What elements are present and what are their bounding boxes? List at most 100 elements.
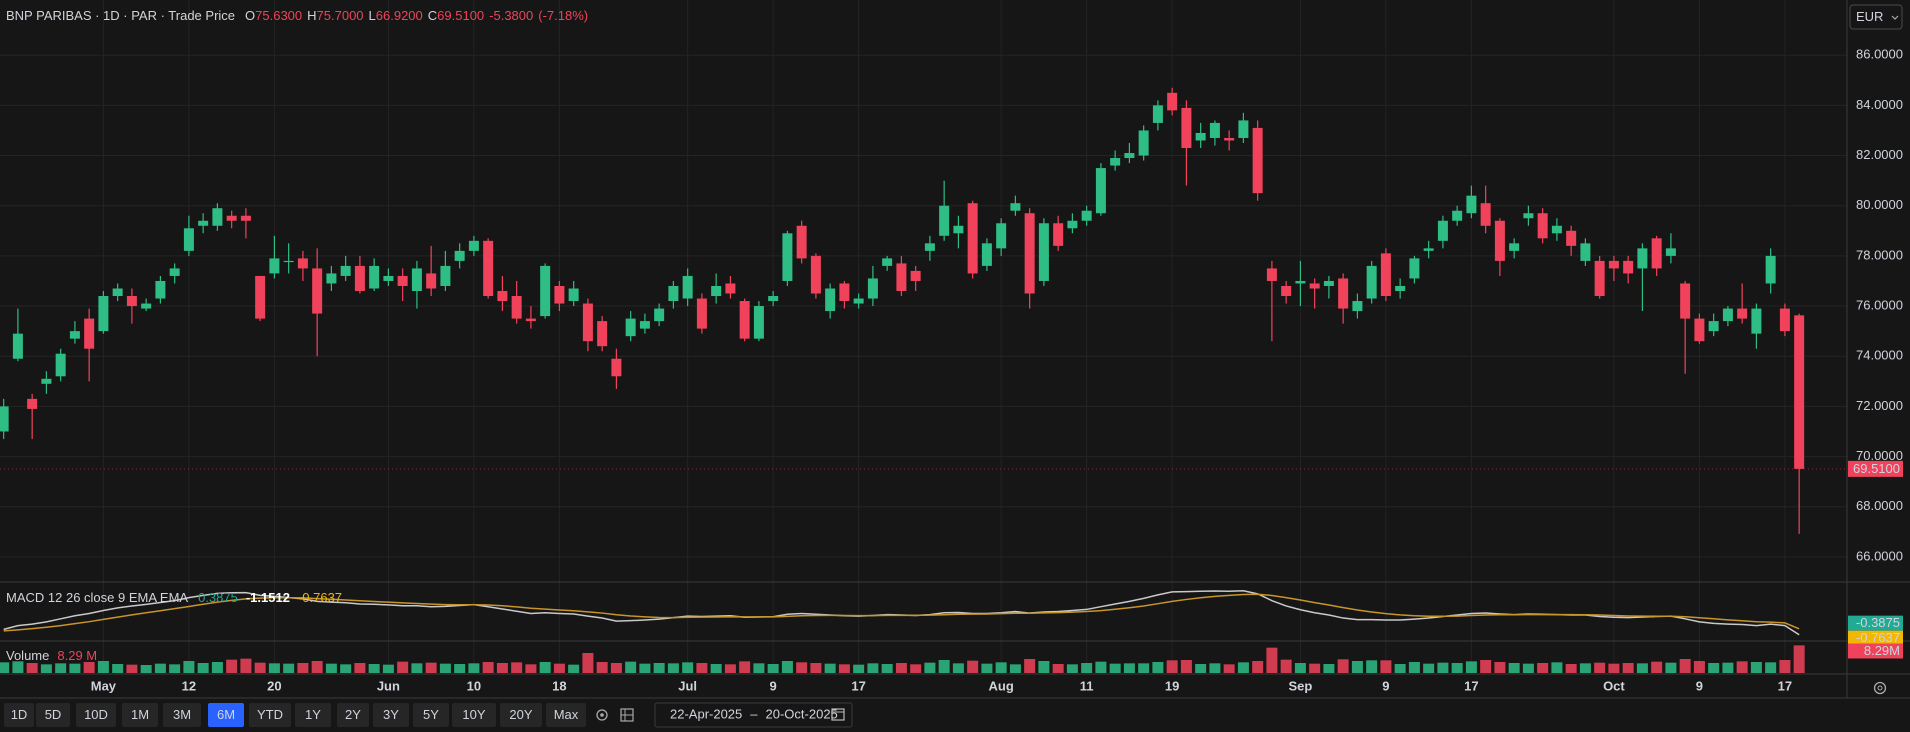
- range-button[interactable]: [413, 703, 449, 727]
- candle-body: [1338, 278, 1349, 309]
- candle-body: [326, 273, 337, 284]
- candle-body: [540, 265, 551, 317]
- volume-bar: [97, 661, 109, 673]
- currency-button[interactable]: [1849, 4, 1903, 30]
- volume-bar: [710, 664, 722, 673]
- candle-body: [1480, 203, 1491, 226]
- candle-body: [924, 243, 935, 251]
- settings-icon[interactable]: [596, 709, 608, 721]
- candle-body: [1209, 122, 1220, 138]
- candle-body: [1623, 260, 1634, 274]
- y-tick-label: 78.0000: [1856, 247, 1903, 262]
- candle-body: [696, 298, 707, 329]
- candle-body: [1152, 105, 1163, 123]
- range-button[interactable]: [163, 703, 201, 727]
- volume-bar: [226, 659, 238, 673]
- volume-bar: [610, 663, 622, 673]
- candle-body: [1580, 243, 1591, 261]
- candle-body: [910, 270, 921, 281]
- candle-body: [554, 285, 565, 304]
- candle-body: [312, 268, 323, 314]
- candle-body: [839, 283, 850, 302]
- icon-gear[interactable]: [596, 709, 608, 721]
- volume-bar: [411, 663, 423, 673]
- range-button[interactable]: [122, 703, 158, 727]
- candle-body: [654, 308, 665, 322]
- volume-bar: [1480, 660, 1492, 673]
- candle-body: [0, 406, 9, 432]
- volume-bar: [1138, 663, 1150, 673]
- calendar-icon[interactable]: [831, 708, 845, 721]
- range-label: 1M: [131, 707, 149, 722]
- x-tick-label: 18: [552, 678, 566, 693]
- volume-bar: [1636, 663, 1648, 673]
- range-button[interactable]: [295, 703, 331, 727]
- volume-bar: [439, 663, 451, 673]
- range-button[interactable]: [4, 703, 34, 727]
- ohlc-value: -5.3800: [489, 8, 533, 23]
- volume-bar: [895, 663, 907, 673]
- icon-calendar[interactable]: [831, 708, 845, 721]
- range-button[interactable]: [546, 703, 586, 727]
- volume-bar: [297, 663, 309, 673]
- candle-body: [1252, 127, 1263, 194]
- range-label: 10D: [84, 707, 108, 722]
- candle-body: [525, 318, 536, 322]
- range-button[interactable]: [452, 703, 496, 727]
- candle-body: [1423, 248, 1434, 251]
- range-button[interactable]: [76, 703, 116, 727]
- candle-body: [397, 275, 408, 286]
- date-from: 22-Apr-2025: [670, 707, 742, 722]
- range-label: 5Y: [423, 707, 439, 722]
- candle-body: [939, 205, 950, 236]
- volume-bar: [824, 663, 836, 673]
- candle-body: [682, 275, 693, 299]
- volume-readout: 8.29 M: [57, 648, 97, 663]
- volume-bar: [1237, 662, 1249, 673]
- range-button[interactable]: [36, 703, 70, 727]
- range-label: 3M: [173, 707, 191, 722]
- range-button[interactable]: [208, 703, 244, 727]
- candle-body: [1038, 223, 1049, 281]
- volume-bar: [995, 662, 1007, 673]
- volume-bar: [482, 662, 494, 673]
- volume-bar: [867, 663, 879, 673]
- volume-bar: [1095, 661, 1107, 673]
- volume-bar: [525, 664, 537, 673]
- volume-bar: [1152, 662, 1164, 673]
- range-button[interactable]: [373, 703, 409, 727]
- range-label: 6M: [217, 707, 235, 722]
- candle-body: [411, 268, 422, 291]
- candle-body: [568, 288, 579, 302]
- icon-settings-center: [1877, 685, 1883, 691]
- macd-axis-box: [1848, 630, 1903, 646]
- date-range-box[interactable]: [654, 702, 853, 728]
- candle-body: [1380, 253, 1391, 297]
- candle-body: [1010, 203, 1021, 211]
- volume-bar: [1551, 662, 1563, 673]
- volume-bar: [1693, 661, 1705, 673]
- range-button[interactable]: [249, 703, 291, 727]
- y-tick-label: 66.0000: [1856, 548, 1903, 563]
- range-button[interactable]: [337, 703, 369, 727]
- volume-bar: [1209, 663, 1221, 673]
- candle-body: [1095, 168, 1106, 214]
- table-icon[interactable]: [620, 708, 634, 722]
- volume-bar: [169, 664, 181, 673]
- volume-bar: [1765, 662, 1777, 673]
- volume-bar: [1109, 663, 1121, 673]
- x-tick-label: 9: [770, 678, 777, 693]
- range-button[interactable]: [500, 703, 542, 727]
- candle-body: [1138, 130, 1149, 156]
- volume-bar: [1522, 663, 1534, 673]
- candle-body: [41, 378, 52, 384]
- chart-settings[interactable]: [1873, 681, 1887, 695]
- volume-bar: [568, 664, 580, 673]
- icon-settings[interactable]: [1873, 681, 1887, 695]
- candle-body: [141, 303, 152, 309]
- ohlc-label: L: [369, 8, 376, 23]
- volume-bar: [1437, 662, 1449, 673]
- candle-body: [810, 255, 821, 294]
- candle-body: [454, 250, 465, 261]
